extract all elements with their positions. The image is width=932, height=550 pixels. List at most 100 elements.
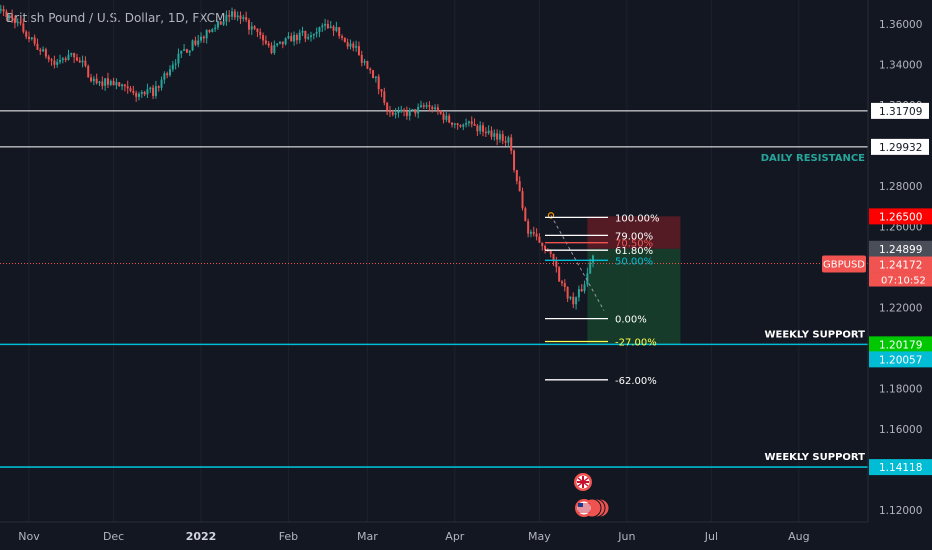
candle-body-142 [394, 113, 397, 115]
us-flag-icon-1[interactable] [575, 499, 593, 517]
symbol-tag: GBPUSD [823, 260, 865, 271]
candle-body-47 [126, 86, 129, 89]
candle-body-164 [456, 123, 459, 126]
candle-body-3 [2, 9, 5, 12]
candle-body-103 [284, 38, 287, 45]
candle-body-98 [270, 45, 273, 53]
candle-body-141 [391, 112, 394, 115]
candle-body-37 [98, 81, 101, 84]
candle-body-199 [555, 261, 558, 268]
level-tag-bg-0 [871, 102, 929, 119]
candle-body-119 [329, 26, 332, 29]
candle-body-194 [541, 242, 544, 246]
candle-body-43 [115, 82, 118, 86]
candle-body-104 [287, 36, 290, 39]
axis-tag-0: 1.26500 [879, 211, 922, 223]
candle-body-83 [228, 14, 231, 17]
fibonacci-tool[interactable]: 100.00% 79.00%70.50%61.80%50.00% 0.00% -27.… [545, 212, 660, 387]
candle-body-148 [411, 109, 414, 111]
time-tick-1: Dec [103, 530, 124, 543]
level-tag-1: 1.29932 [879, 142, 922, 154]
horizontal-levels[interactable]: DAILY RESISTANCE WEEKLY SUPPORT WEEKLY SUP… [0, 110, 868, 468]
candle-body-38 [101, 81, 104, 86]
candle-body-67 [183, 49, 186, 51]
candle-body-165 [459, 125, 462, 127]
candle-body-109 [301, 30, 304, 33]
candle-body-95 [262, 35, 265, 41]
fib-label-6: -27.00% [615, 338, 657, 349]
candle-body-185 [515, 170, 518, 182]
candle-body-108 [298, 32, 301, 41]
candle-body-203 [566, 286, 569, 299]
candle-body-171 [476, 125, 479, 132]
candle-body-186 [518, 181, 521, 192]
candle-body-58 [157, 86, 160, 88]
candle-body-151 [419, 105, 422, 107]
candle-body-123 [341, 36, 344, 38]
candle-body-113 [312, 33, 315, 36]
candle-body-24 [61, 58, 64, 60]
candle-body-78 [214, 27, 217, 30]
candle-body-18 [44, 49, 47, 57]
time-tick-7: Jun [617, 530, 635, 543]
candle-body-35 [92, 78, 95, 82]
time-axis[interactable]: Nov Dec 2022 Feb Mar Apr May Jun Jul Aug [0, 521, 868, 543]
price-tick-5: 1.22000 [879, 303, 922, 315]
candle-body-133 [369, 68, 372, 71]
candle-body-138 [383, 91, 386, 103]
candle-body-120 [332, 26, 335, 31]
candle-body-145 [403, 109, 406, 112]
axis-tag-bg-3 [869, 336, 932, 353]
uk-flag-icon-0[interactable] [574, 473, 592, 491]
candle-body-93 [256, 28, 259, 32]
candle-body-197 [549, 251, 552, 254]
fib-label-0: 100.00% [615, 213, 660, 224]
candle-body-74 [202, 36, 205, 39]
candle-body-114 [315, 32, 318, 34]
candle-body-80 [219, 21, 222, 25]
candle-body-155 [431, 106, 434, 110]
candle-body-144 [400, 109, 403, 112]
candle-body-156 [434, 107, 437, 110]
candle-body-173 [482, 125, 485, 132]
candle-body-129 [357, 46, 360, 55]
fib-label-5: 0.00% [615, 315, 647, 326]
candle-body-125 [346, 42, 349, 47]
candle-body-86 [236, 15, 239, 18]
price-countdown: 07:10:52 [881, 276, 926, 287]
candle-body-49 [132, 90, 135, 93]
candle-body-31 [81, 60, 84, 63]
candle-body-181 [504, 140, 507, 143]
axis-tag-3: 1.20179 [879, 339, 922, 351]
candle-body-14 [33, 37, 36, 44]
candle-body-192 [535, 233, 538, 237]
candle-body-6 [11, 14, 14, 19]
candle-body-7 [13, 18, 16, 24]
candle-body-110 [304, 30, 307, 39]
candle-body-206 [575, 297, 578, 305]
candle-body-10 [22, 23, 25, 32]
level-annotation-1: DAILY RESISTANCE [761, 153, 865, 164]
candle-body-201 [560, 281, 563, 284]
candle-body-53 [143, 92, 146, 95]
level-tag-0: 1.31709 [879, 106, 922, 118]
candle-body-45 [121, 84, 124, 87]
candle-body-195 [544, 245, 547, 250]
event-icons[interactable] [574, 473, 610, 518]
candle-body-59 [160, 79, 163, 88]
candles [0, 4, 594, 310]
candle-body-107 [295, 34, 298, 41]
time-tick-5: Apr [445, 530, 465, 543]
candle-body-75 [205, 30, 208, 39]
candle-body-20 [50, 59, 53, 61]
fib-label-4: 50.00% [615, 256, 653, 267]
candle-body-99 [273, 45, 276, 53]
candle-body-56 [152, 87, 155, 96]
candle-body-29 [75, 57, 78, 61]
candle-body-166 [462, 124, 465, 127]
price-axis[interactable]: 1.360001.340001.320001.280001.260001.220… [822, 0, 932, 550]
candle-body-96 [264, 40, 267, 44]
candle-body-101 [278, 41, 281, 44]
fib-trend-line [550, 215, 605, 311]
